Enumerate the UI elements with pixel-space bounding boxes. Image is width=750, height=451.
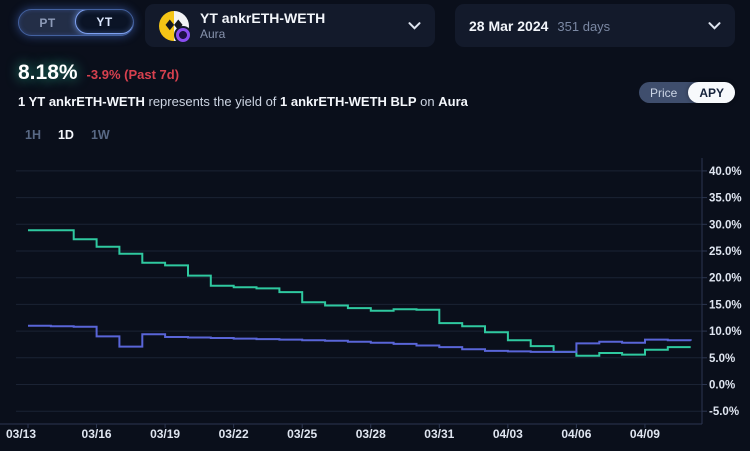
- y-axis-label: 15.0%: [709, 299, 742, 311]
- series-green-line: [28, 229, 691, 357]
- y-axis-label: 30.0%: [709, 219, 742, 231]
- maturity-date: 28 Mar 2024: [469, 17, 549, 34]
- chevron-down-icon: [708, 21, 721, 30]
- description-segment: Aura: [438, 94, 468, 109]
- apy-stats-line: 8.18% -3.9% (Past 7d): [18, 61, 468, 85]
- pt-toggle-button[interactable]: PT: [19, 10, 76, 35]
- y-axis-label: 20.0%: [709, 273, 742, 285]
- y-axis-label: -5.0%: [709, 406, 739, 418]
- x-axis-label: 03/25: [287, 427, 317, 441]
- x-axis-label: 03/16: [82, 427, 112, 441]
- eth-diamond-left: ◆: [165, 17, 174, 33]
- x-axis-label: 04/09: [630, 427, 660, 441]
- y-axis-label: 10.0%: [709, 326, 742, 338]
- pt-yt-toggle[interactable]: PT YT: [18, 9, 134, 36]
- interval-tabs: 1H 1D 1W: [25, 128, 110, 142]
- x-axis-label: 03/19: [150, 427, 180, 441]
- asset-title: YT ankrETH-WETH: [200, 10, 326, 26]
- apy-change-7d: -3.9% (Past 7d): [86, 67, 180, 82]
- chart-axes: [0, 158, 707, 428]
- asset-subtitle: Aura: [200, 27, 226, 41]
- y-axis-label: 25.0%: [709, 246, 742, 258]
- price-apy-toggle[interactable]: Price APY: [638, 82, 735, 103]
- x-axis-label: 04/03: [493, 427, 523, 441]
- apy-toggle-button[interactable]: APY: [688, 82, 735, 103]
- x-axis-label: 03/31: [424, 427, 454, 441]
- y-axis-label: 35.0%: [709, 193, 742, 205]
- aura-protocol-badge: [174, 25, 192, 44]
- tab-1w[interactable]: 1W: [90, 128, 110, 142]
- description-segment: 1 ankrETH-WETH BLP: [280, 94, 417, 109]
- x-axis-label: 03/22: [219, 427, 249, 441]
- description-segment: 1 YT ankrETH-WETH: [18, 94, 145, 109]
- top-bar: PT YT ◆ ◆ YT ankrETH-WETH Aura 28 Mar 20…: [0, 0, 750, 52]
- x-axis-label: 04/06: [561, 427, 591, 441]
- eth-diamond-right: ◆: [174, 17, 183, 33]
- description-segment: on: [416, 94, 439, 109]
- asset-description: 1 YT ankrETH-WETH represents the yield o…: [18, 94, 468, 109]
- description-segment: represents the yield of: [144, 94, 281, 109]
- x-axis-label: 03/13: [6, 427, 36, 441]
- y-axis-label: 0.0%: [709, 380, 735, 392]
- stats-block: 8.18% -3.9% (Past 7d) 1 YT ankrETH-WETH …: [18, 61, 468, 109]
- y-axis-label: 5.0%: [709, 353, 735, 365]
- asset-selector-dropdown[interactable]: ◆ ◆ YT ankrETH-WETH Aura: [145, 4, 435, 47]
- x-axis-label: 03/28: [356, 427, 386, 441]
- ankreth-weth-token-icon: ◆ ◆: [159, 10, 192, 44]
- chevron-down-icon: [408, 21, 421, 30]
- chart-gridlines: [16, 170, 702, 412]
- price-toggle-button[interactable]: Price: [639, 82, 688, 103]
- maturity-text: 28 Mar 2024 351 days: [469, 18, 698, 34]
- chart-axis-labels: 40.0% 35.0% 30.0% 25.0% 20.0% 15.0% 10.0% 5.0% 0…: [6, 166, 742, 441]
- chart-series: [28, 229, 692, 357]
- yt-toggle-button[interactable]: YT: [75, 10, 133, 34]
- y-axis-label: 40.0%: [709, 166, 742, 178]
- series-blue-line: [28, 324, 692, 353]
- tab-1h[interactable]: 1H: [25, 128, 41, 142]
- asset-selector-text: YT ankrETH-WETH Aura: [200, 10, 398, 41]
- current-apy-value: 8.18%: [18, 61, 78, 84]
- maturity-selector-dropdown[interactable]: 28 Mar 2024 351 days: [455, 4, 735, 47]
- maturity-days-remaining: 351 days: [557, 18, 611, 34]
- tab-1d[interactable]: 1D: [57, 128, 74, 142]
